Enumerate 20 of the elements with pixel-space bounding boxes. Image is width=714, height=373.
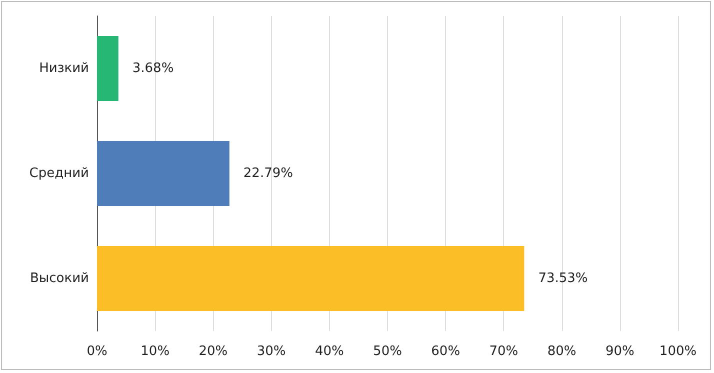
x-tick-label: 30% (256, 344, 286, 359)
bar (97, 140, 230, 206)
data-label: 73.53% (538, 271, 588, 286)
y-tick-label: Средний (29, 166, 89, 181)
x-tick-label: 20% (198, 344, 228, 359)
x-tick-label: 80% (547, 344, 576, 359)
x-tick-label: 40% (314, 344, 344, 359)
bar (97, 36, 118, 102)
x-tick-label: 70% (489, 344, 518, 359)
y-tick-label: Высокий (30, 271, 89, 286)
x-tick-label: 50% (373, 344, 402, 359)
x-tick-label: 90% (605, 344, 634, 359)
data-label: 22.79% (243, 166, 293, 181)
x-tick-label: 10% (140, 344, 170, 359)
bar (97, 246, 524, 312)
data-label: 3.68% (132, 61, 174, 76)
x-tick-label: 0% (86, 344, 108, 359)
y-tick-label: Низкий (39, 61, 89, 76)
x-tick-label: 60% (431, 344, 460, 359)
x-tick-label: 100% (659, 344, 697, 359)
